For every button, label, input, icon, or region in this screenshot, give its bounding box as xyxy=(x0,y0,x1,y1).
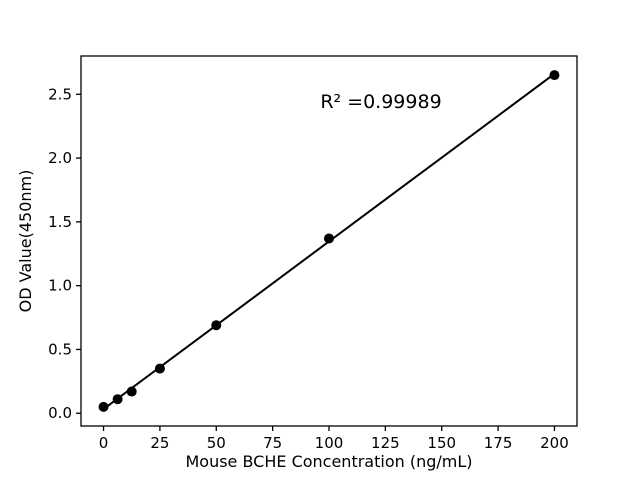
y-axis-label: OD Value(450nm) xyxy=(16,170,35,313)
y-tick-label: 2.0 xyxy=(48,149,72,167)
x-tick-label: 150 xyxy=(427,434,456,452)
data-point xyxy=(98,401,109,412)
data-point xyxy=(154,363,165,374)
y-tick-label: 2.5 xyxy=(48,85,72,103)
x-tick-label: 175 xyxy=(484,434,513,452)
x-tick-label: 100 xyxy=(315,434,344,452)
y-tick-label: 0.0 xyxy=(48,404,72,422)
data-point xyxy=(324,233,334,244)
x-axis-label: Mouse BCHE Concentration (ng/mL) xyxy=(185,452,472,471)
data-point xyxy=(126,386,137,397)
x-tick-label: 125 xyxy=(371,434,400,452)
x-tick-label: 25 xyxy=(150,434,169,452)
plot-area: 0 25 50 75 100 125 150 175 200 0.0 0.5 1.0 1.5 2.0 2.5 xyxy=(48,55,578,452)
y-tick-label: 1.0 xyxy=(48,277,72,295)
x-tick-label: 50 xyxy=(207,434,226,452)
x-tick-label: 0 xyxy=(99,434,109,452)
y-tick-label: 1.5 xyxy=(48,213,72,231)
y-tick-label: 0.5 xyxy=(48,340,72,358)
data-point xyxy=(211,320,222,331)
data-point xyxy=(112,394,123,405)
x-tick-label: 75 xyxy=(263,434,282,452)
data-point xyxy=(549,70,560,81)
axes-spines xyxy=(80,55,578,427)
r-squared-annotation: R² =0.99989 xyxy=(320,91,441,113)
x-tick-label: 200 xyxy=(540,434,569,452)
